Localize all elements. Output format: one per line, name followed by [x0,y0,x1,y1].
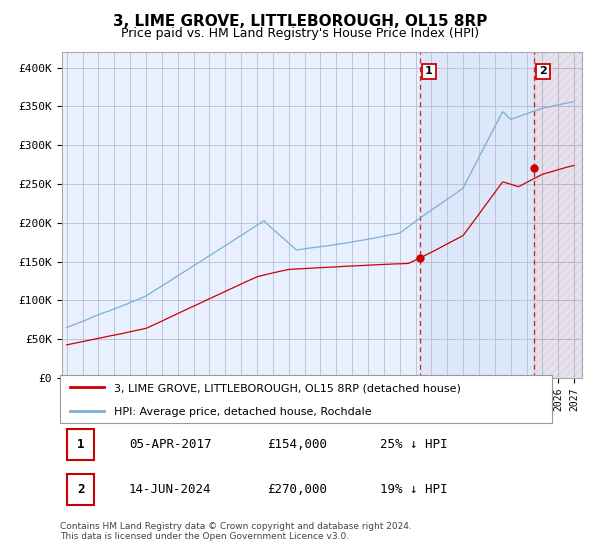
Text: £154,000: £154,000 [266,438,326,451]
Text: 25% ↓ HPI: 25% ↓ HPI [380,438,448,451]
FancyBboxPatch shape [67,429,94,460]
FancyBboxPatch shape [67,474,94,505]
Text: 14-JUN-2024: 14-JUN-2024 [129,483,211,496]
Text: 19% ↓ HPI: 19% ↓ HPI [380,483,448,496]
Text: 3, LIME GROVE, LITTLEBOROUGH, OL15 8RP (detached house): 3, LIME GROVE, LITTLEBOROUGH, OL15 8RP (… [114,384,461,394]
Text: 05-APR-2017: 05-APR-2017 [129,438,211,451]
Text: 1: 1 [425,67,433,76]
Text: Contains HM Land Registry data © Crown copyright and database right 2024.
This d: Contains HM Land Registry data © Crown c… [60,522,412,542]
Text: 3, LIME GROVE, LITTLEBOROUGH, OL15 8RP: 3, LIME GROVE, LITTLEBOROUGH, OL15 8RP [113,14,487,29]
FancyBboxPatch shape [60,375,552,423]
Text: £270,000: £270,000 [266,483,326,496]
Text: Price paid vs. HM Land Registry's House Price Index (HPI): Price paid vs. HM Land Registry's House … [121,27,479,40]
Text: 2: 2 [77,483,85,496]
Bar [533,52,582,378]
Text: 2: 2 [539,67,547,76]
Text: 1: 1 [77,438,85,451]
Bar [419,52,533,378]
Bar [533,52,582,378]
Text: HPI: Average price, detached house, Rochdale: HPI: Average price, detached house, Roch… [114,407,372,417]
